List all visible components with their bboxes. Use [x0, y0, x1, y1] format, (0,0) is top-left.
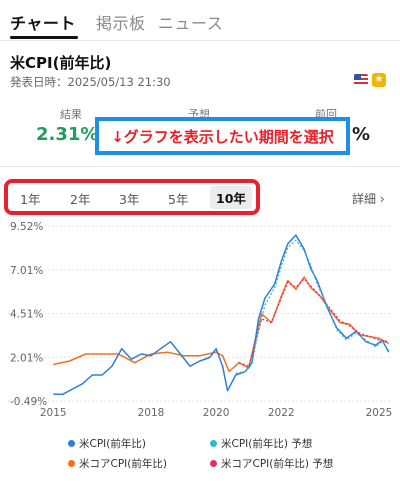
annotation-text: ↓グラフを表示したい期間を選択	[111, 127, 334, 146]
period-1y[interactable]: 1年	[20, 192, 41, 207]
legend-label: 米コアCPI(前年比)	[79, 458, 167, 470]
indicator-title: 米CPI(前年比)	[10, 54, 112, 72]
release-date: 発表日時：2025/05/13 21:30	[10, 74, 171, 90]
active-tab-indicator	[10, 36, 78, 39]
x-tick-label: 2020	[203, 407, 230, 418]
result-value: 2.31%	[36, 124, 99, 145]
legend-core-cpi-forecast: 米コアCPI(前年比) 予想	[210, 456, 333, 471]
series-line	[235, 239, 390, 374]
x-tick-label: 2018	[138, 407, 165, 418]
y-tick-label: 7.01%	[10, 265, 43, 277]
y-tick-label: 2.01%	[10, 352, 43, 364]
legend-label: 米CPI(前年比)	[79, 438, 146, 450]
period-10y[interactable]: 10年	[210, 186, 252, 209]
x-tick-label: 2025	[366, 407, 393, 418]
tab-board[interactable]: 掲示板	[96, 14, 146, 33]
previous-value: %	[352, 124, 371, 145]
legend-dot	[68, 459, 75, 467]
y-tick-label: -0.49%	[10, 396, 47, 408]
cpi-line-chart: 9.52% 7.01% 4.51% 2.01% -0.49%2015 2018 2020 20…	[8, 221, 393, 418]
star-icon[interactable]: ★	[372, 73, 386, 87]
release-datetime: 2025/05/13 21:30	[67, 75, 171, 89]
legend-cpi: 米CPI(前年比)	[68, 436, 146, 451]
series-line	[53, 234, 390, 395]
legend-dot	[68, 439, 75, 447]
y-tick-label: 4.51%	[10, 309, 43, 321]
tab-news[interactable]: ニュース	[158, 14, 224, 33]
series-line	[238, 278, 389, 367]
legend-core-cpi: 米コアCPI(前年比)	[68, 456, 167, 471]
detail-link[interactable]: 詳細 ›	[352, 192, 385, 206]
legend-label: 米コアCPI(前年比) 予想	[221, 458, 334, 470]
legend-cpi-forecast: 米CPI(前年比) 予想	[210, 436, 312, 451]
divider	[0, 166, 400, 167]
x-tick-label: 2022	[268, 407, 295, 418]
result-label: 結果	[60, 108, 82, 121]
legend-dot	[210, 459, 217, 467]
tab-bar: チャート 掲示板 ニュース	[0, 0, 400, 40]
period-3y[interactable]: 3年	[119, 192, 140, 207]
y-tick-label: 9.52%	[10, 221, 43, 233]
legend-label: 米CPI(前年比) 予想	[221, 438, 313, 450]
period-5y[interactable]: 5年	[168, 192, 189, 207]
release-label: 発表日時：	[10, 75, 68, 89]
legend-dot	[210, 439, 217, 447]
x-tick-label: 2015	[40, 407, 67, 418]
period-selection-annotation: ↓グラフを表示したい期間を選択	[95, 117, 350, 155]
period-2y[interactable]: 2年	[70, 192, 91, 207]
us-flag-icon	[354, 74, 368, 86]
period-selector: 1年 2年 3年 5年 10年	[4, 179, 260, 215]
divider	[0, 40, 400, 41]
tab-chart[interactable]: チャート	[10, 14, 76, 33]
